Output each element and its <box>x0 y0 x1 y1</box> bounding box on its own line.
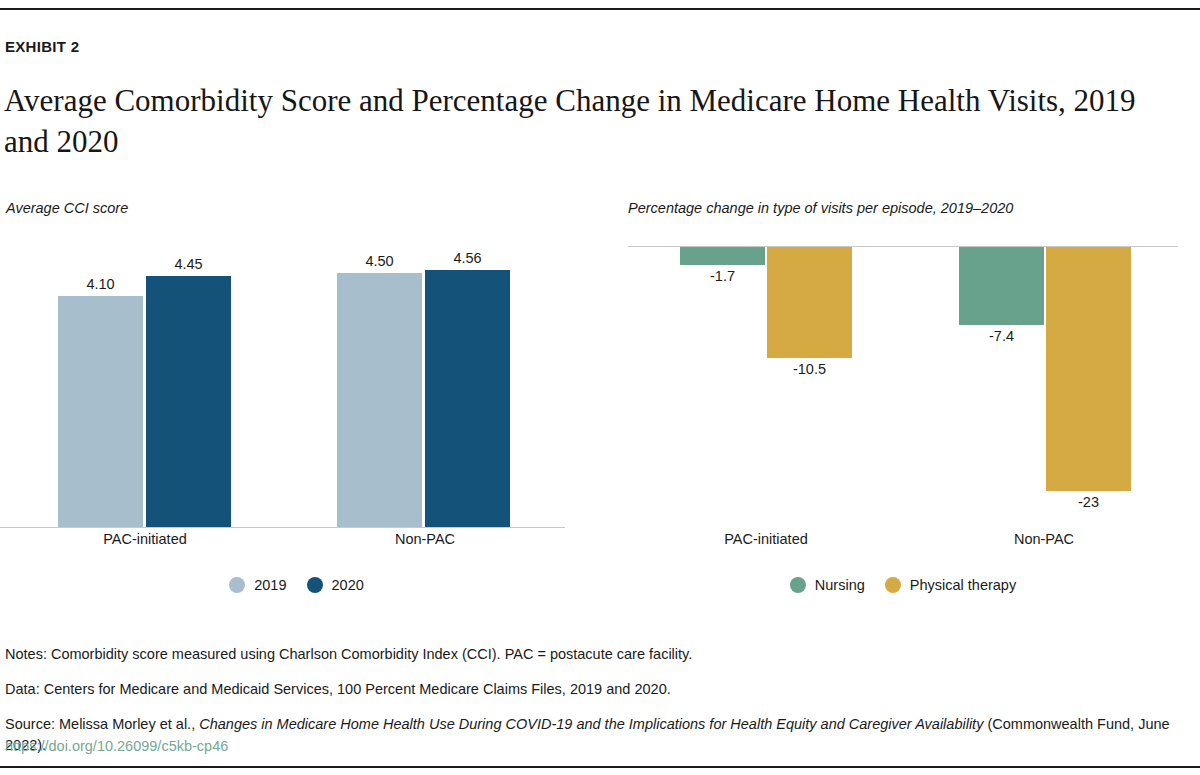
right-chart-axis-title: Percentage change in type of visits per … <box>628 200 1013 216</box>
cci-score-bar-chart: 4.104.454.504.56 <box>0 230 565 528</box>
bar-value-label: -23 <box>1016 494 1161 510</box>
bar-physical-therapy-non-pac: -23 <box>1046 247 1131 491</box>
source-title: Changes in Medicare Home Health Use Duri… <box>199 716 983 732</box>
left-chart-category-non-pac: Non-PAC <box>325 531 525 547</box>
right-chart-category-pac-initiated: PAC-initiated <box>666 531 866 547</box>
visit-change-bar-chart: -1.7-10.5-7.4-23 <box>628 246 1178 497</box>
bar-value-label: 4.56 <box>395 250 540 266</box>
bar-nursing-non-pac: -7.4 <box>959 247 1044 325</box>
legend-item-nursing: Nursing <box>790 577 865 593</box>
bar-value-label: -10.5 <box>737 361 882 377</box>
bar-2019-pac-initiated: 4.10 <box>58 296 143 527</box>
legend-label-nursing: Nursing <box>815 577 865 593</box>
left-chart-category-pac-initiated: PAC-initiated <box>45 531 245 547</box>
source-prefix: Source: Melissa Morley et al., <box>5 716 199 732</box>
data-line: Data: Centers for Medicare and Medicaid … <box>5 679 1190 700</box>
bottom-rule <box>0 766 1200 768</box>
legend-item-2020: 2020 <box>307 577 364 593</box>
legend-dot-physical-therapy-icon <box>885 577 901 593</box>
legend-dot-2020-icon <box>307 577 323 593</box>
legend-label-2020: 2020 <box>332 577 364 593</box>
exhibit-label: EXHIBIT 2 <box>5 38 79 55</box>
legend-dot-nursing-icon <box>790 577 806 593</box>
left-chart-legend: 2019 2020 <box>14 575 579 595</box>
legend-item-physical-therapy: Physical therapy <box>885 577 1016 593</box>
bar-value-label: 4.45 <box>116 256 261 272</box>
bar-2019-non-pac: 4.50 <box>337 273 422 527</box>
right-chart-legend: Nursing Physical therapy <box>628 575 1178 595</box>
page-title: Average Comorbidity Score and Percentage… <box>4 80 1154 162</box>
bar-physical-therapy-pac-initiated: -10.5 <box>767 247 852 358</box>
legend-label-2019: 2019 <box>254 577 286 593</box>
bar-2020-non-pac: 4.56 <box>425 270 510 527</box>
exhibit-page: EXHIBIT 2 Average Comorbidity Score and … <box>0 0 1200 775</box>
notes-line: Notes: Comorbidity score measured using … <box>5 644 1190 665</box>
left-chart-axis-title: Average CCI score <box>6 200 128 216</box>
doi-link[interactable]: https://doi.org/10.26099/c5kb-cp46 <box>5 736 1190 757</box>
bar-2020-pac-initiated: 4.45 <box>146 276 231 527</box>
legend-label-physical-therapy: Physical therapy <box>910 577 1016 593</box>
legend-dot-2019-icon <box>229 577 245 593</box>
top-rule <box>0 8 1200 10</box>
right-chart-category-non-pac: Non-PAC <box>944 531 1144 547</box>
bar-nursing-pac-initiated: -1.7 <box>680 247 765 265</box>
legend-item-2019: 2019 <box>229 577 286 593</box>
